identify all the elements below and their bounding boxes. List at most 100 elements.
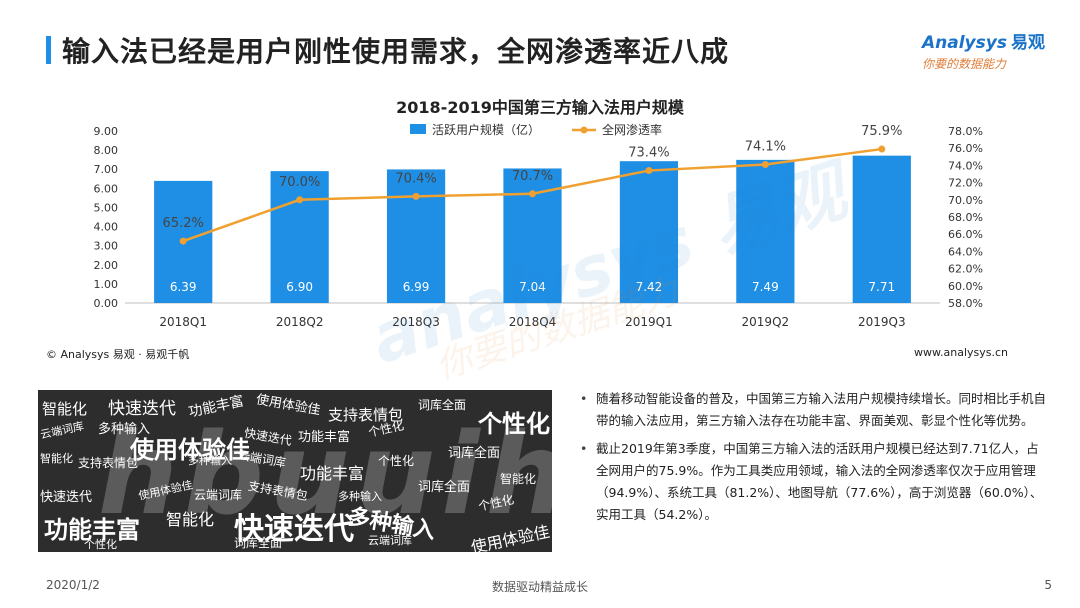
wordcloud-word: 功能丰富	[300, 464, 365, 483]
wordcloud-word: 快速迭代	[234, 512, 354, 547]
y-right-tick-label: 76.0%	[948, 142, 983, 155]
wordcloud-word: 云端词库	[368, 534, 412, 547]
x-tick-label: 2019Q1	[625, 315, 673, 329]
bar-value-label: 6.99	[403, 280, 430, 294]
wordcloud-word: 功能丰富	[298, 430, 351, 445]
wordcloud-word: 云端词库	[39, 419, 85, 442]
wordcloud-word: 智能化	[500, 472, 537, 486]
title-accent-bar	[46, 36, 51, 64]
bar-value-label: 7.04	[519, 280, 546, 294]
wordcloud-word: 个性化	[84, 538, 117, 551]
y-left-tick-label: 0.00	[94, 297, 119, 310]
wordcloud-word: 智能化	[42, 400, 88, 418]
bar	[852, 155, 911, 303]
y-left-tick-label: 8.00	[94, 144, 119, 157]
legend-line-marker	[580, 126, 588, 134]
page-title: 输入法已经是用户刚性使用需求，全网渗透率近八成	[62, 35, 730, 68]
footer-date: 2020/1/2	[46, 578, 100, 592]
line-value-label: 70.7%	[512, 169, 553, 184]
website-url: www.analysys.cn	[914, 346, 1008, 359]
wordcloud-word: 多种输入	[338, 490, 382, 503]
legend-bar-label: 活跃用户规模（亿）	[432, 122, 540, 137]
wordcloud-word: 个性化	[478, 410, 550, 438]
chart-title: 2018-2019中国第三方输入法用户规模	[396, 98, 684, 117]
y-right-tick-label: 60.0%	[948, 280, 983, 293]
y-left-tick-label: 6.00	[94, 182, 119, 195]
line-value-label: 65.2%	[163, 216, 204, 231]
wordcloud-word: 支持表情包	[328, 406, 404, 424]
wordcloud-word: 词库全面	[448, 446, 501, 461]
line-value-label: 70.0%	[279, 175, 320, 190]
y-right-tick-label: 66.0%	[948, 228, 983, 241]
line-point	[179, 237, 187, 245]
line-point	[645, 167, 653, 175]
x-tick-label: 2018Q1	[159, 315, 207, 329]
wordcloud-word: 功能丰富	[44, 516, 140, 544]
wordcloud-word: 多种输入	[98, 422, 151, 437]
y-right-tick-label: 74.0%	[948, 159, 983, 172]
y-right-tick-label: 78.0%	[948, 125, 983, 138]
y-left-tick-label: 5.00	[94, 201, 119, 214]
bar	[270, 171, 329, 303]
line-value-label: 75.9%	[861, 124, 902, 139]
x-tick-label: 2019Q2	[742, 315, 790, 329]
wordcloud-word: 快速迭代	[108, 399, 176, 419]
y-left-tick-label: 7.00	[94, 163, 119, 176]
wordcloud-word: 支持表情包	[78, 456, 139, 470]
wordcloud-word: 云端词库	[194, 488, 243, 502]
bar-value-label: 6.39	[170, 280, 197, 294]
y-right-tick-label: 62.0%	[948, 263, 983, 276]
user-scale-chart: 0.00 1.00 2.00 3.00 4.00 5.00 6.00 7.00 8.00 9.00…	[94, 122, 983, 329]
line-point	[878, 145, 886, 153]
wordcloud-word: 快速迭代	[40, 490, 93, 505]
x-tick-label: 2018Q4	[509, 315, 557, 329]
x-tick-label: 2018Q2	[276, 315, 324, 329]
y-left-tick-label: 3.00	[94, 240, 119, 253]
line-value-label: 74.1%	[745, 140, 786, 155]
notes-list: 随着移动智能设备的普及，中国第三方输入法用户规模持续增长。同时相比手机自带的输入…	[578, 388, 1048, 532]
bar-value-label: 6.90	[286, 280, 313, 294]
bar	[619, 161, 679, 303]
y-left-tick-label: 1.00	[94, 278, 119, 291]
y-right-tick-label: 70.0%	[948, 194, 983, 207]
bar	[736, 159, 795, 303]
y-left-tick-label: 4.00	[94, 221, 119, 234]
line-point	[761, 161, 769, 169]
legend-line-label: 全网渗透率	[602, 122, 662, 137]
y-left-tick-label: 9.00	[94, 125, 119, 138]
note-item: 随着移动智能设备的普及，中国第三方输入法用户规模持续增长。同时相比手机自带的输入…	[578, 388, 1048, 432]
analysys-logo: Analysys 易观 你要的数据能力	[922, 28, 1062, 71]
y-right-tick-label: 58.0%	[948, 297, 983, 310]
note-item: 截止2019年第3季度，中国第三方输入法的活跃用户规模已经达到7.71亿人，占全…	[578, 438, 1048, 526]
line-value-label: 73.4%	[628, 146, 669, 161]
logo-brand-en: Analysys	[922, 33, 1007, 53]
x-tick-label: 2019Q3	[858, 315, 906, 329]
y-right-tick-label: 68.0%	[948, 211, 983, 224]
logo-slogan: 你要的数据能力	[922, 57, 1007, 71]
wordcloud-background-word: hbuuihg	[98, 410, 552, 540]
wordcloud-word: 词库全面	[418, 480, 471, 495]
page-number: 5	[1044, 578, 1052, 592]
wordcloud-word: 智能化	[40, 452, 73, 465]
wordcloud-word: 词库全面	[234, 536, 283, 550]
footer-slogan: 数据驱动精益成长	[491, 580, 588, 594]
bar-value-label: 7.49	[752, 280, 779, 294]
feature-wordcloud: hbuuihg 智能化快速迭代功能丰富使用体验佳支持表情包词库全面个性化云端词库…	[38, 390, 552, 552]
bar-value-label: 7.42	[636, 280, 663, 294]
y-right-tick-label: 64.0%	[948, 245, 983, 258]
legend-bar-swatch	[410, 124, 426, 134]
bar-value-label: 7.71	[868, 280, 895, 294]
line-value-label: 70.4%	[395, 171, 436, 186]
line-point	[296, 196, 304, 204]
y-left-tick-label: 2.00	[94, 259, 119, 272]
line-point	[412, 192, 420, 200]
copyright-note: © Analysys 易观 · 易观千帆	[46, 348, 190, 361]
y-right-tick-label: 72.0%	[948, 177, 983, 190]
wordcloud-word: 个性化	[378, 454, 415, 468]
wordcloud-word: 多种输入	[188, 454, 232, 467]
bar	[386, 169, 446, 303]
wordcloud-word: 使用体验佳	[130, 436, 250, 464]
wordcloud-word: 智能化	[166, 510, 215, 529]
logo-brand-cn: 易观	[1010, 33, 1045, 53]
wordcloud-word: 词库全面	[418, 398, 467, 412]
